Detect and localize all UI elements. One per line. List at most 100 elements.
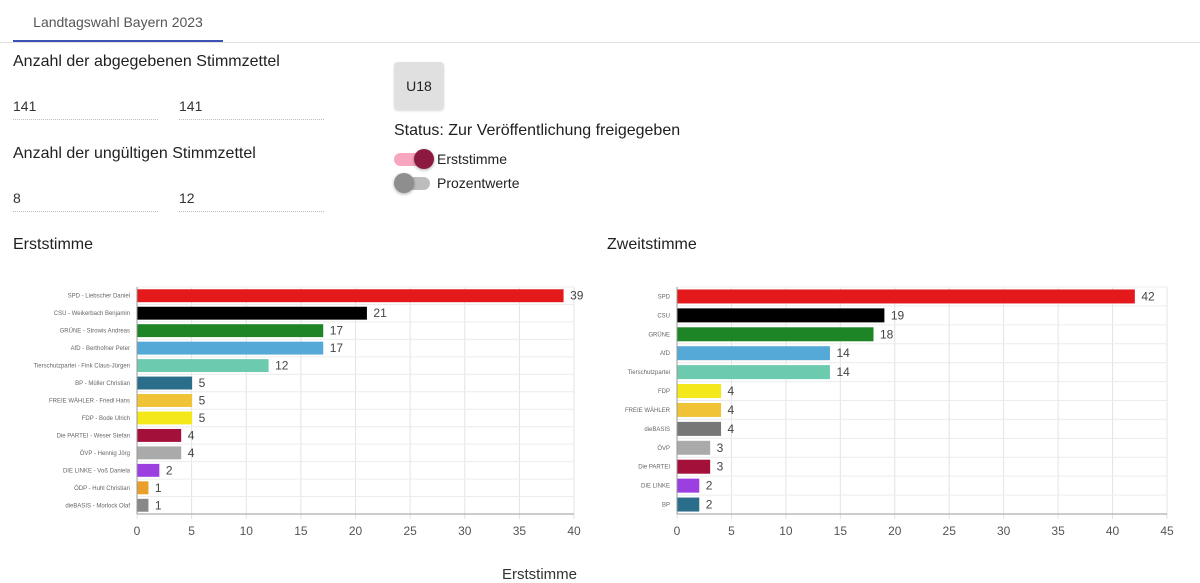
x-tick-label: 10	[779, 524, 793, 538]
bar	[137, 411, 193, 425]
category-label: SPD - Liebscher Daniel	[68, 294, 130, 300]
tab-landtagswahl-bayern-2023[interactable]: Landtagswahl Bayern 2023	[33, 13, 203, 30]
active-tab-indicator	[13, 40, 223, 42]
x-tick-label: 30	[997, 524, 1011, 538]
bar	[137, 359, 269, 373]
status-text: Status: Zur Veröffentlichung freigegeben	[394, 122, 681, 139]
bar	[677, 440, 711, 455]
category-label: AfD	[660, 351, 671, 357]
data-label: 14	[836, 346, 850, 360]
bar	[137, 376, 193, 390]
zweitstimme-title: Zweitstimme	[607, 236, 697, 253]
data-label: 14	[836, 365, 850, 379]
category-label: AfD - Berthofner Peter	[71, 346, 130, 352]
bar	[677, 478, 700, 493]
x-tick-label: 35	[513, 524, 527, 538]
category-label: FREIE WÄHLER - Friedl Hans	[49, 398, 130, 405]
category-label: ÖVP - Hennig Jörg	[80, 450, 130, 457]
data-label: 4	[188, 428, 195, 442]
category-label: ÖDP - Huhl Christian	[74, 485, 130, 492]
x-tick-label: 5	[728, 524, 735, 538]
data-label: 2	[706, 498, 713, 512]
x-tick-label: 5	[188, 524, 195, 538]
bar	[677, 459, 711, 474]
bar	[677, 421, 722, 436]
x-tick-label: 20	[888, 524, 902, 538]
data-label: 17	[330, 324, 344, 338]
category-label: DIE LINKE - Voß Daniela	[63, 468, 131, 474]
category-label: Tierschutzpartei	[628, 370, 670, 376]
category-label: SPD	[658, 294, 671, 300]
prozentwerte-toggle[interactable]	[394, 173, 434, 193]
data-label: 18	[880, 327, 894, 341]
category-label: GRÜNE - Strowis Andreas	[60, 328, 130, 335]
bar	[137, 341, 324, 355]
bar	[677, 365, 830, 380]
erststimme-toggle-label: Erststimme	[437, 151, 507, 167]
bottom-section-title: Erststimme	[502, 566, 577, 583]
category-label: DIE LINKE	[641, 484, 670, 490]
category-label: FDP	[658, 389, 670, 395]
data-label: 4	[728, 384, 735, 398]
invalid-ballots-label: Anzahl der ungültigen Stimmzettel	[13, 145, 256, 162]
invalid-ballots-field-2[interactable]: 12	[179, 190, 324, 212]
x-tick-label: 40	[567, 524, 581, 538]
x-tick-label: 35	[1051, 524, 1065, 538]
category-label: FREIE WÄHLER	[625, 407, 671, 414]
data-label: 5	[199, 376, 206, 390]
bar	[137, 324, 324, 338]
data-label: 4	[728, 403, 735, 417]
x-tick-label: 25	[943, 524, 957, 538]
data-label: 5	[199, 411, 206, 425]
bar	[137, 498, 149, 512]
data-label: 39	[570, 289, 584, 303]
category-label: Die PARTEI - Weser Stefan	[57, 433, 130, 439]
toggle-knob	[414, 149, 434, 169]
erststimme-title: Erststimme	[13, 236, 93, 253]
bar	[677, 384, 722, 399]
x-tick-label: 40	[1106, 524, 1120, 538]
category-label: CSU	[657, 313, 670, 319]
x-tick-label: 15	[834, 524, 848, 538]
u18-button[interactable]: U18	[394, 62, 444, 110]
data-label: 4	[188, 446, 195, 460]
data-label: 1	[155, 498, 162, 512]
invalid-ballots-field-1[interactable]: 8	[13, 190, 158, 212]
bar	[137, 446, 182, 460]
data-label: 12	[275, 359, 289, 373]
x-tick-label: 15	[294, 524, 308, 538]
ballots-cast-field-1[interactable]: 141	[13, 98, 158, 120]
category-label: ÖVP	[657, 445, 670, 452]
bar	[677, 346, 830, 361]
erststimme-toggle[interactable]	[394, 149, 434, 169]
x-tick-label: 20	[349, 524, 363, 538]
bar	[677, 289, 1135, 304]
data-label: 3	[717, 460, 724, 474]
toggle-knob	[394, 173, 414, 193]
bar	[137, 481, 149, 495]
data-label: 19	[891, 308, 905, 322]
bar	[137, 289, 564, 303]
ballots-cast-field-2[interactable]: 141	[179, 98, 324, 120]
bar	[137, 428, 182, 442]
category-label: Die PARTEI	[638, 465, 670, 471]
bar	[677, 402, 722, 417]
category-label: CSU - Weikerbach Benjamin	[54, 311, 130, 317]
data-label: 3	[717, 441, 724, 455]
x-tick-label: 45	[1160, 524, 1174, 538]
x-tick-label: 30	[458, 524, 472, 538]
x-tick-label: 0	[674, 524, 681, 538]
category-label: dieBASIS	[644, 427, 670, 433]
tab-bar: Landtagswahl Bayern 2023	[0, 0, 1200, 43]
data-label: 1	[155, 481, 162, 495]
data-label: 42	[1141, 289, 1155, 303]
category-label: dieBASIS - Morlock Olaf	[65, 503, 130, 509]
bar	[677, 308, 885, 323]
x-tick-label: 10	[240, 524, 254, 538]
category-label: BP - Müller Christian	[75, 381, 130, 387]
bar	[137, 463, 160, 477]
category-label: Tierschutzpartei - Fink Claus-Jürgen	[34, 364, 130, 370]
data-label: 21	[373, 306, 387, 320]
